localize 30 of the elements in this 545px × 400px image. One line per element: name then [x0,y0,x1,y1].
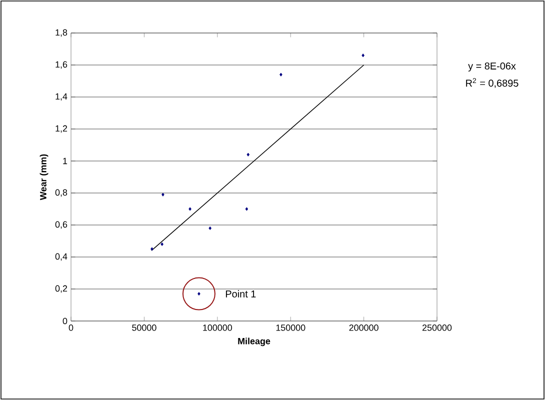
y-tick-label: 0 [62,318,68,324]
point [362,54,364,58]
y-tick-label: 1,8 [56,29,68,37]
y-tick-label: 1,4 [56,93,68,101]
text: R$^{2}$ = 0,6895 [466,78,518,88]
annotation: Point 1 [226,290,256,298]
point [150,247,154,251]
x-axis-title: Mileage [238,338,270,346]
x-tick-label: 100000 [203,324,232,331]
y-tick-label: 0,4 [55,253,68,261]
y-tick-label: 1,6 [56,61,68,69]
y-tick-label: 0,6 [55,221,68,229]
point [280,72,282,76]
point [245,207,248,211]
point [188,207,192,211]
point [162,192,164,196]
x-tick-label: 0 [68,324,74,331]
text: y = 8E-06x [468,62,516,72]
x-tick-label: 200000 [349,324,378,331]
y-axis-title: Wear (mm) [40,154,48,200]
y-tick-label: 1 [63,158,68,164]
x-tick-label: 250000 [422,324,452,331]
point [208,226,212,230]
y-tick-label: 1,2 [56,125,68,133]
x-tick-label: 150000 [276,324,306,331]
x-tick-label: 50000 [132,324,156,331]
y-tick-label: 0,8 [55,189,68,197]
point [160,242,164,246]
point [246,152,250,156]
y-tick-label: 0,2 [55,285,68,293]
